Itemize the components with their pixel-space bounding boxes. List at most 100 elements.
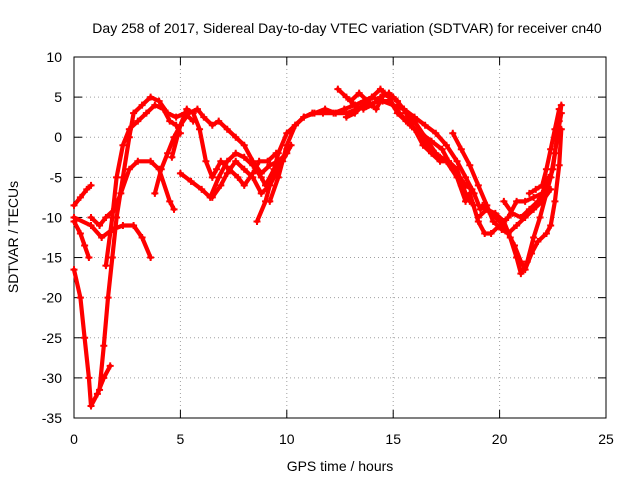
data-point (232, 133, 240, 141)
plot-frame (73, 56, 607, 419)
data-point (342, 93, 350, 101)
data-point (147, 157, 155, 165)
data-point (106, 362, 114, 370)
series-track-22 (500, 109, 565, 221)
data-point (491, 209, 499, 217)
series-group (70, 85, 565, 410)
y-tick-label: -35 (42, 410, 62, 426)
x-tick-label: 15 (385, 431, 401, 447)
y-tick-labels: -35 -30 -25 -20 -15 -10 -5 0 5 10 (42, 49, 62, 426)
data-point (513, 254, 521, 262)
data-point (449, 129, 457, 137)
data-point (151, 101, 159, 109)
data-point (240, 141, 248, 149)
data-point (76, 294, 84, 302)
series-track-03 (70, 266, 114, 410)
data-point (500, 197, 508, 205)
data-point (419, 141, 427, 149)
data-point (215, 173, 223, 181)
series-track-02 (70, 217, 93, 262)
data-point (240, 165, 248, 173)
data-point (157, 165, 165, 173)
y-tick-label: 10 (46, 49, 62, 65)
data-point (119, 173, 127, 181)
data-point (85, 254, 93, 262)
data-point (376, 85, 384, 93)
data-point (442, 141, 450, 149)
y-tick-label: -10 (42, 209, 62, 225)
data-point (521, 197, 529, 205)
data-point (100, 342, 108, 350)
data-point (257, 173, 265, 181)
data-point (553, 133, 561, 141)
data-point (283, 141, 291, 149)
data-point (547, 145, 555, 153)
series-line (267, 99, 472, 204)
data-point (166, 117, 174, 125)
data-point (530, 234, 538, 241)
data-point (466, 189, 474, 197)
data-point (176, 121, 184, 129)
data-point (532, 185, 540, 193)
data-point (351, 109, 359, 117)
data-point (445, 157, 453, 165)
data-point (232, 157, 240, 165)
y-tick-label: -20 (42, 290, 62, 306)
data-point (421, 133, 429, 141)
y-tick-label: -15 (42, 250, 62, 266)
series-track-13 (266, 97, 474, 205)
data-point (300, 113, 308, 121)
data-point (185, 109, 193, 117)
data-point (70, 266, 78, 274)
data-point (555, 105, 563, 113)
y-axis-label: SDTVAR / TECUs (5, 181, 21, 293)
series-line (71, 267, 113, 409)
data-point (87, 221, 95, 229)
data-point (223, 169, 231, 177)
data-point (530, 193, 538, 201)
data-point (310, 109, 318, 117)
data-point (164, 149, 172, 157)
data-point (93, 390, 101, 398)
data-point (538, 181, 546, 189)
data-point (240, 153, 248, 161)
y-tick-label: -5 (50, 169, 63, 185)
data-point (125, 165, 133, 173)
data-point (196, 125, 204, 133)
data-point (130, 221, 138, 229)
data-point (223, 125, 231, 133)
data-point (81, 334, 89, 342)
y-tick-label: -30 (42, 370, 62, 386)
data-point (104, 294, 112, 302)
data-point (274, 149, 282, 157)
data-point (342, 113, 350, 121)
data-point (113, 173, 121, 181)
data-point (421, 121, 429, 129)
data-point (147, 93, 155, 101)
data-point (542, 185, 550, 193)
data-point (255, 157, 263, 165)
data-point (508, 209, 516, 217)
axis-ticks (73, 56, 607, 419)
data-point (525, 189, 533, 197)
y-tick-label: 5 (54, 89, 62, 105)
data-point (266, 197, 274, 205)
data-point (513, 221, 521, 229)
data-point (176, 169, 184, 177)
data-point (410, 117, 418, 125)
data-point (557, 101, 565, 109)
data-point (274, 173, 282, 181)
data-point (481, 229, 489, 237)
data-point (96, 221, 104, 229)
data-point (108, 254, 116, 262)
data-point (200, 113, 208, 121)
data-point (347, 97, 355, 105)
data-point (217, 157, 225, 165)
data-point (142, 109, 150, 117)
series-line (344, 87, 477, 208)
data-point (159, 105, 167, 113)
data-point (332, 109, 340, 117)
data-point (479, 201, 487, 209)
data-point (87, 213, 95, 221)
